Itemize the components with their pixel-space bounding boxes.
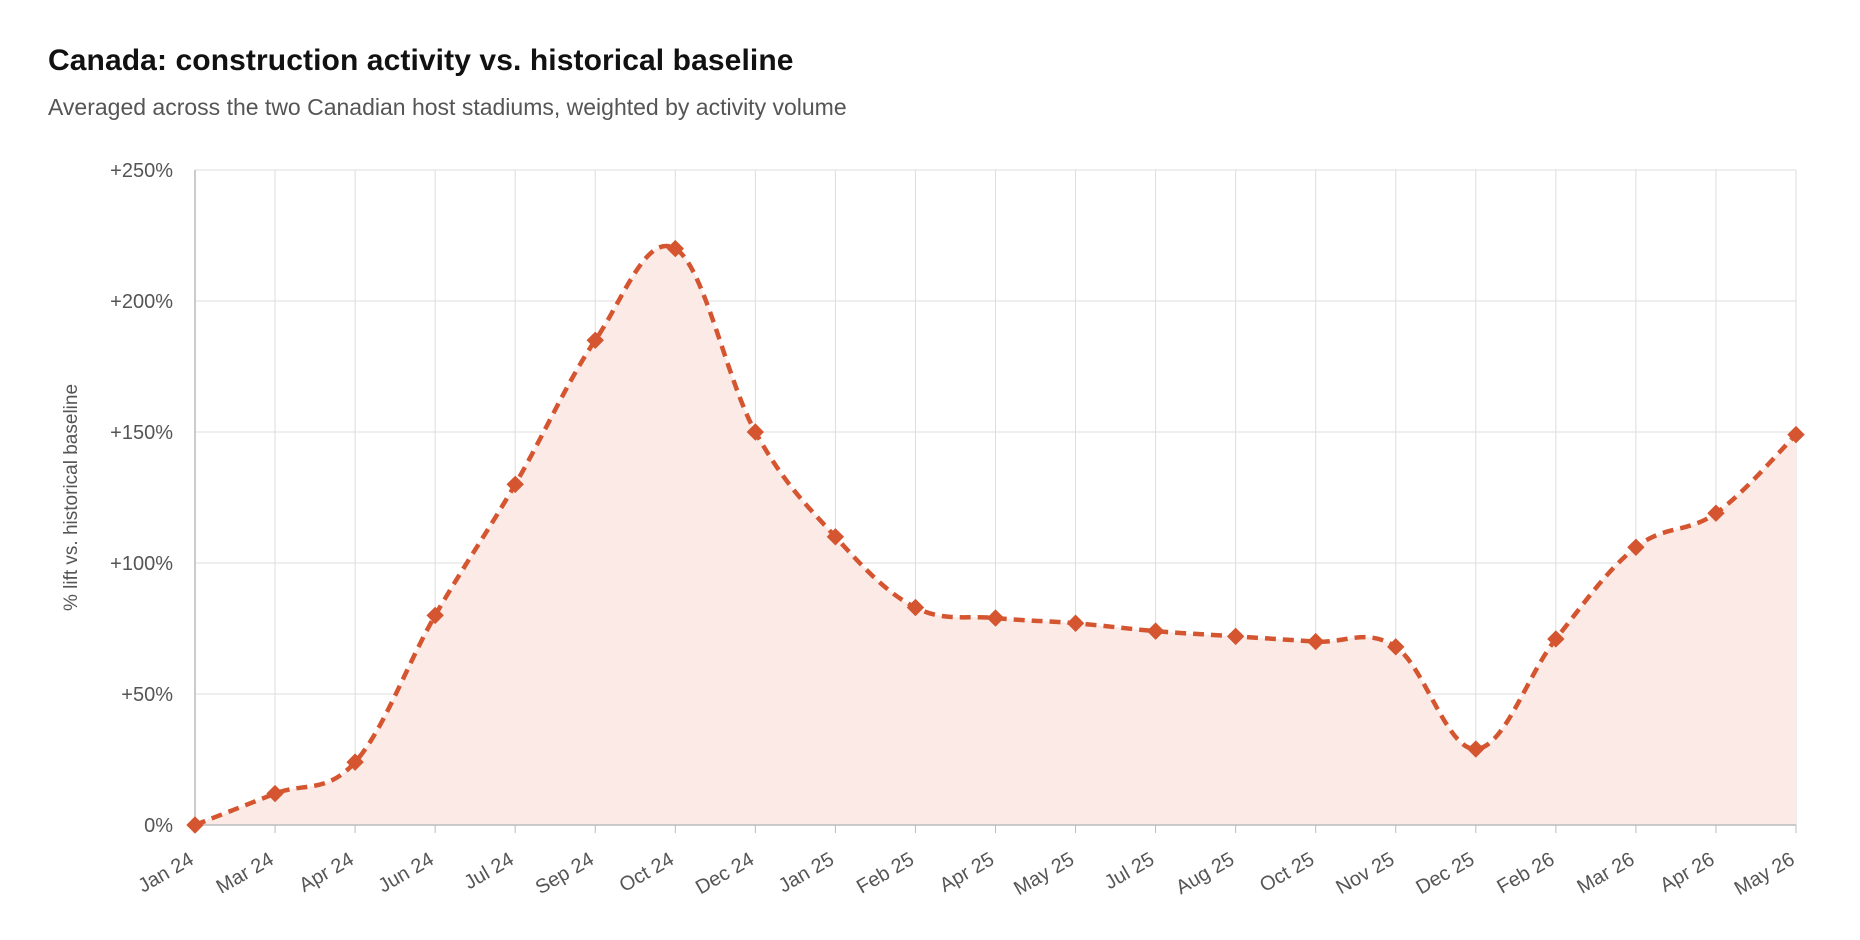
data-point-marker [906, 598, 925, 617]
y-axis-title: % lift vs. historical baseline [61, 384, 82, 611]
x-tick-label: Apr 25 [936, 848, 998, 897]
data-point-marker [266, 784, 284, 803]
data-point-marker [586, 331, 604, 350]
y-tick-label: +250% [110, 160, 173, 182]
chart-title: Canada: construction activity vs. histor… [48, 44, 794, 77]
y-tick-label: +50% [121, 684, 173, 706]
data-point-marker [1306, 632, 1325, 651]
x-tick-label: Jul 25 [1101, 848, 1158, 894]
x-tick-label: Nov 25 [1332, 848, 1398, 899]
data-point-marker [426, 606, 444, 625]
series-line [194, 243, 1798, 828]
y-tick-label: +100% [110, 553, 173, 575]
x-tick-label: Jan 24 [134, 848, 197, 897]
x-tick-label: Aug 25 [1172, 848, 1238, 899]
x-tick-label: Feb 26 [1493, 848, 1558, 898]
data-point-marker [1547, 630, 1565, 648]
chart-subtitle: Averaged across the two Canadian host st… [48, 94, 847, 120]
axes [194, 170, 1797, 833]
x-tick-labels: Jan 24 Mar 24 Apr 24 Jun 24 Jul 24 Sep 24 Oct … [134, 848, 1798, 900]
data-point-marker [1066, 614, 1085, 632]
x-tick-label: Oct 25 [1256, 848, 1318, 897]
data-point-marker [986, 609, 1005, 627]
data-point-marker [1467, 740, 1485, 758]
data-point-marker [1226, 627, 1245, 646]
x-tick-label: May 25 [1010, 848, 1078, 900]
y-tick-label: 0% [144, 815, 173, 837]
y-tick-label: +150% [110, 422, 173, 444]
x-tick-label: Apr 26 [1656, 848, 1718, 897]
area-layer [195, 245, 1796, 825]
data-point-marker [666, 239, 685, 258]
series-area-fill [195, 245, 1796, 825]
x-tick-label: Jun 24 [375, 848, 438, 897]
x-tick-label: Feb 25 [853, 848, 918, 898]
data-point-marker [346, 753, 364, 771]
data-point-marker [506, 475, 524, 494]
x-tick-label: Dec 24 [692, 848, 758, 899]
x-tick-label: Jan 25 [775, 848, 838, 897]
data-point-marker [1146, 622, 1165, 640]
data-point-marker [186, 816, 204, 834]
x-tick-label: Sep 24 [532, 848, 598, 899]
y-tick-labels: 0% +50% +100% +150% +200% +250% [110, 160, 173, 837]
data-point-marker [1627, 538, 1645, 556]
data-point-marker [1387, 638, 1405, 656]
x-tick-label: Apr 24 [296, 848, 358, 897]
x-tick-label: Mar 26 [1573, 848, 1638, 898]
markers [186, 239, 1805, 834]
y-tick-label: +200% [110, 291, 173, 313]
line-layer [194, 243, 1798, 828]
x-tick-label: May 26 [1731, 848, 1799, 900]
x-tick-label: Dec 25 [1412, 848, 1478, 899]
data-point-marker [826, 528, 845, 546]
data-point-marker [1787, 425, 1805, 444]
x-tick-label: Mar 24 [213, 848, 278, 898]
x-tick-label: Jul 24 [460, 848, 517, 894]
x-tick-label: Oct 24 [616, 848, 678, 897]
data-point-marker [746, 423, 765, 441]
data-point-marker [1707, 504, 1725, 522]
